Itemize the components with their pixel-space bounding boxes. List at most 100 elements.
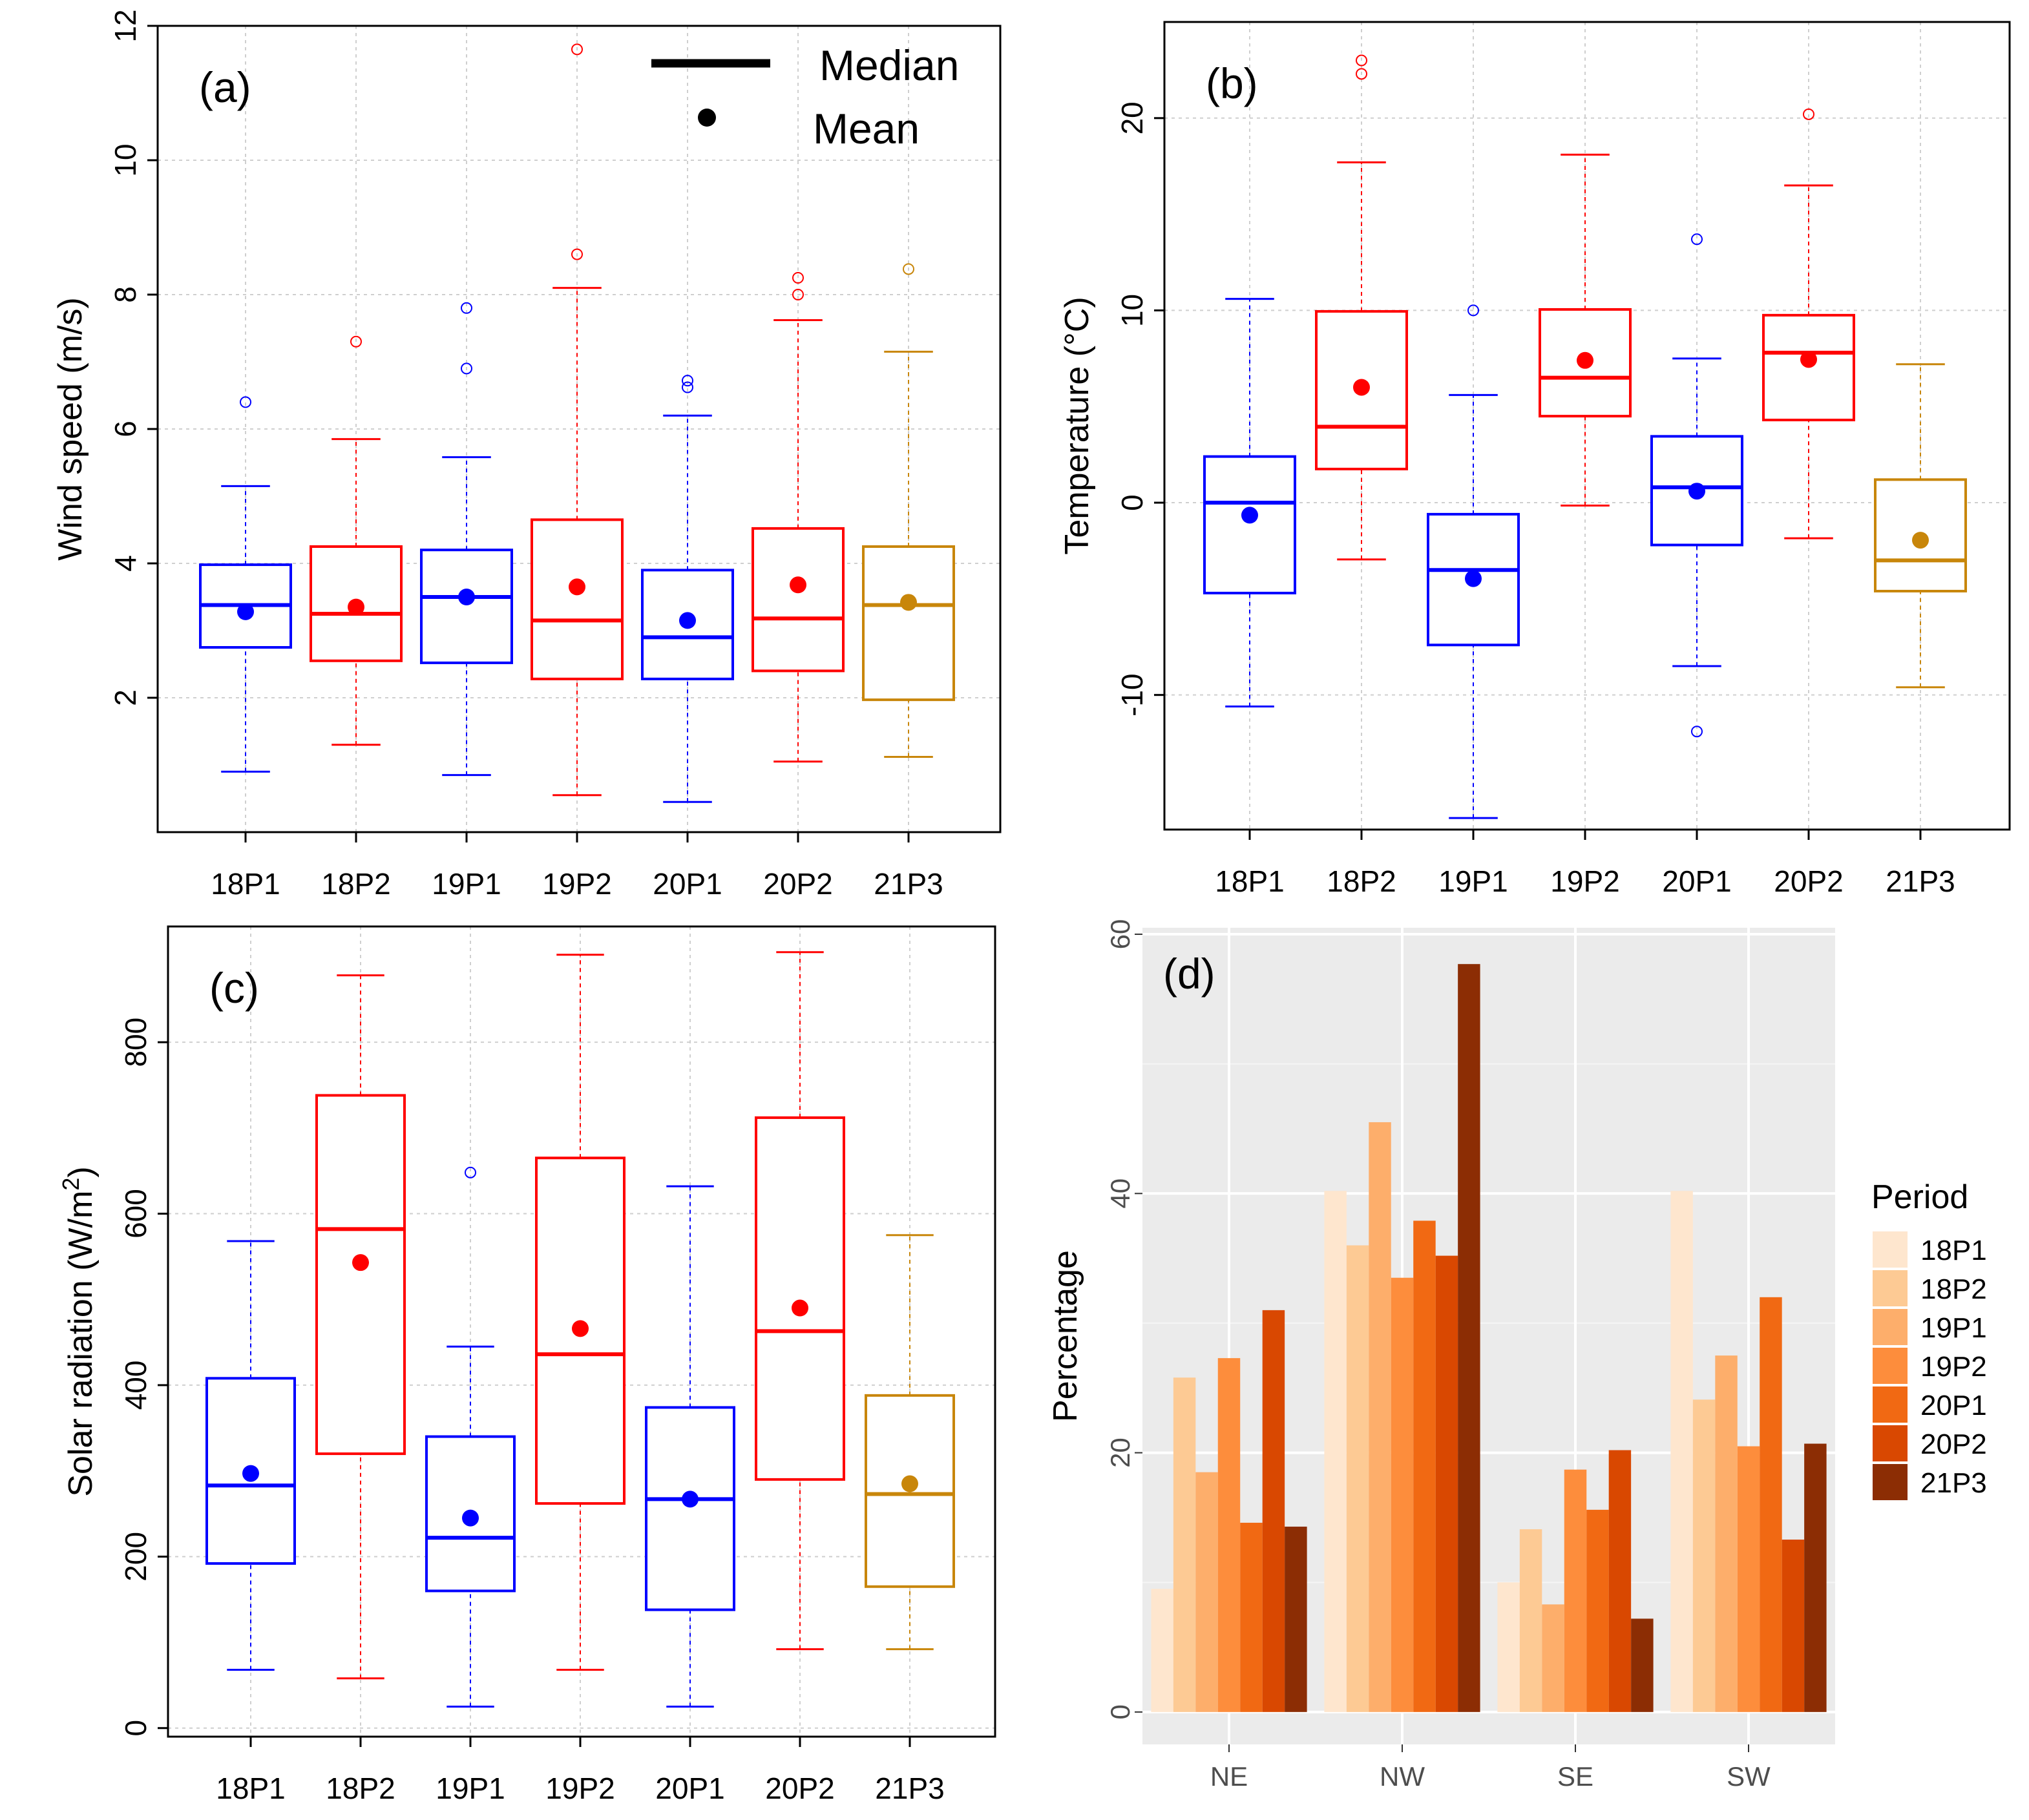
legend-mean-label: Mean (813, 105, 920, 152)
x-tick-label: 18P1 (1215, 864, 1284, 898)
y-tick-label: 0 (1105, 1704, 1135, 1719)
y-tick-label: 60 (1105, 919, 1135, 950)
mean-point-18P1 (242, 1465, 259, 1482)
y-tick-label: 4 (109, 555, 142, 572)
bar-SE-19P2 (1564, 1469, 1587, 1712)
box-21P3 (865, 1394, 955, 1588)
outlier-point-19P1 (461, 362, 472, 375)
outlier-point-21P3 (903, 263, 914, 275)
outlier-point-18P2 (1356, 68, 1367, 80)
panel-a-wind-speed: 2 4 6 8 10 12 18P1 18P2 19P1 19P2 20P1 20P2 21P3 Wind… (52, 9, 1002, 901)
plot-frame (1163, 21, 2011, 831)
outlier-point-20P2 (792, 289, 804, 300)
box-21P3 (1874, 478, 1967, 592)
mean-point-20P1 (679, 612, 696, 629)
panel-d-wind-direction-percentage: 0 20 40 60 NE NW SE SW Percentage (d) Period 18P1 18… (1047, 919, 1987, 1792)
panel-label: (a) (199, 63, 251, 111)
bar-SW-19P1 (1715, 1355, 1738, 1712)
x-tick-label: 19P1 (436, 1772, 505, 1805)
x-tick-label: 19P2 (545, 1772, 615, 1805)
legend-swatch-19P1 (1873, 1309, 1908, 1345)
legend-label-21P3: 21P3 (1920, 1467, 1987, 1499)
bar-SW-18P1 (1670, 1191, 1693, 1712)
x-tick-label: 19P1 (1438, 864, 1508, 898)
bar-NE-18P2 (1173, 1377, 1196, 1712)
legend-swatch-20P1 (1873, 1386, 1908, 1423)
bar-NW-19P2 (1391, 1277, 1414, 1712)
mean-point-19P1 (1465, 570, 1482, 587)
box-21P3 (862, 545, 955, 702)
mean-point-20P1 (1688, 483, 1705, 500)
outlier-point-18P1 (240, 396, 251, 408)
y-tick-label: 40 (1105, 1178, 1135, 1209)
x-tick-label: 20P1 (655, 1772, 724, 1805)
y-tick-label: -10 (1115, 673, 1149, 716)
panel-c-solar-radiation: 0 200 400 600 800 18P1 18P2 19P1 19P2 20P1 20P2 21P… (58, 925, 996, 1805)
legend-label-20P2: 20P2 (1920, 1428, 1987, 1460)
bar-NW-19P1 (1369, 1122, 1391, 1712)
box-20P1 (645, 1406, 735, 1611)
x-tick-label: SW (1727, 1761, 1771, 1792)
bar-SE-20P2 (1608, 1450, 1632, 1712)
mean-point-20P2 (792, 1299, 808, 1317)
y-axis-label: Solar radiation (W/m2) (58, 1166, 100, 1496)
bar-NW-20P2 (1435, 1255, 1458, 1712)
mean-point-19P1 (462, 1509, 479, 1527)
bar-NE-19P1 (1195, 1472, 1218, 1712)
mean-point-18P1 (237, 603, 254, 620)
y-axis-label-superscript: 2 (58, 1178, 84, 1191)
x-tick-label: NW (1380, 1761, 1425, 1792)
legend-median-label: Median (819, 41, 959, 89)
x-tick-label: 20P2 (1774, 864, 1843, 898)
box-19P1 (420, 549, 513, 664)
y-tick-label: 10 (1115, 294, 1149, 327)
x-tick-label: 21P3 (874, 867, 943, 901)
legend-label-18P1: 18P1 (1920, 1235, 1987, 1266)
outlier-point-19P1 (1467, 304, 1479, 317)
y-axis-label: Wind speed (m/s) (52, 297, 89, 560)
mean-point-20P2 (1800, 351, 1817, 368)
outlier-point-20P1 (682, 375, 693, 387)
bar-NW-20P1 (1413, 1220, 1436, 1712)
bar-SE-21P3 (1631, 1618, 1654, 1712)
mean-point-19P2 (572, 1320, 589, 1337)
bar-NW-18P2 (1346, 1245, 1369, 1712)
x-tick-label: 18P1 (211, 867, 280, 901)
y-tick-label: 10 (109, 143, 142, 176)
legend-label-19P1: 19P1 (1920, 1312, 1987, 1344)
panel-label: (b) (1206, 59, 1258, 107)
x-tick-label: 20P2 (765, 1772, 834, 1805)
legend-swatch-18P2 (1873, 1270, 1908, 1306)
x-tick-label: 18P2 (326, 1772, 395, 1805)
plot-frame (167, 925, 996, 1738)
y-tick-label: 2 (109, 689, 142, 706)
legend-label-20P1: 20P1 (1920, 1390, 1987, 1421)
x-tick-label: 21P3 (875, 1772, 944, 1805)
outlier-point-20P1 (1691, 233, 1703, 246)
bar-SE-18P2 (1519, 1529, 1542, 1712)
outlier-point-20P1 (682, 381, 693, 393)
legend-swatch-21P3 (1873, 1464, 1908, 1500)
outlier-point-19P1 (461, 302, 472, 314)
panel-label: (c) (209, 964, 259, 1012)
bar-SE-19P1 (1542, 1604, 1564, 1712)
legend-swatch-19P2 (1873, 1348, 1908, 1384)
bar-SE-20P1 (1586, 1509, 1609, 1712)
legend-swatch-18P1 (1873, 1231, 1908, 1268)
legend-title: Period (1871, 1178, 1968, 1216)
outlier-point-20P2 (1803, 108, 1814, 120)
mean-point-20P1 (682, 1491, 699, 1508)
bar-NE-19P2 (1217, 1358, 1241, 1712)
y-tick-label: 0 (119, 1720, 152, 1737)
y-axis-label: Percentage (1047, 1250, 1084, 1422)
bar-NW-18P1 (1324, 1191, 1347, 1712)
outlier-point-19P2 (571, 43, 583, 56)
x-tick-label: 21P3 (1886, 864, 1955, 898)
box-18P1 (1203, 455, 1296, 594)
legend-label-19P2: 19P2 (1920, 1351, 1987, 1383)
bar-NE-20P2 (1262, 1310, 1285, 1712)
y-tick-label: 600 (119, 1189, 152, 1239)
bar-SW-18P2 (1692, 1399, 1716, 1712)
box-20P2 (752, 527, 845, 673)
legend: Period 18P1 18P2 19P1 19P2 20P1 20P2 21P3 (1871, 1178, 1987, 1500)
